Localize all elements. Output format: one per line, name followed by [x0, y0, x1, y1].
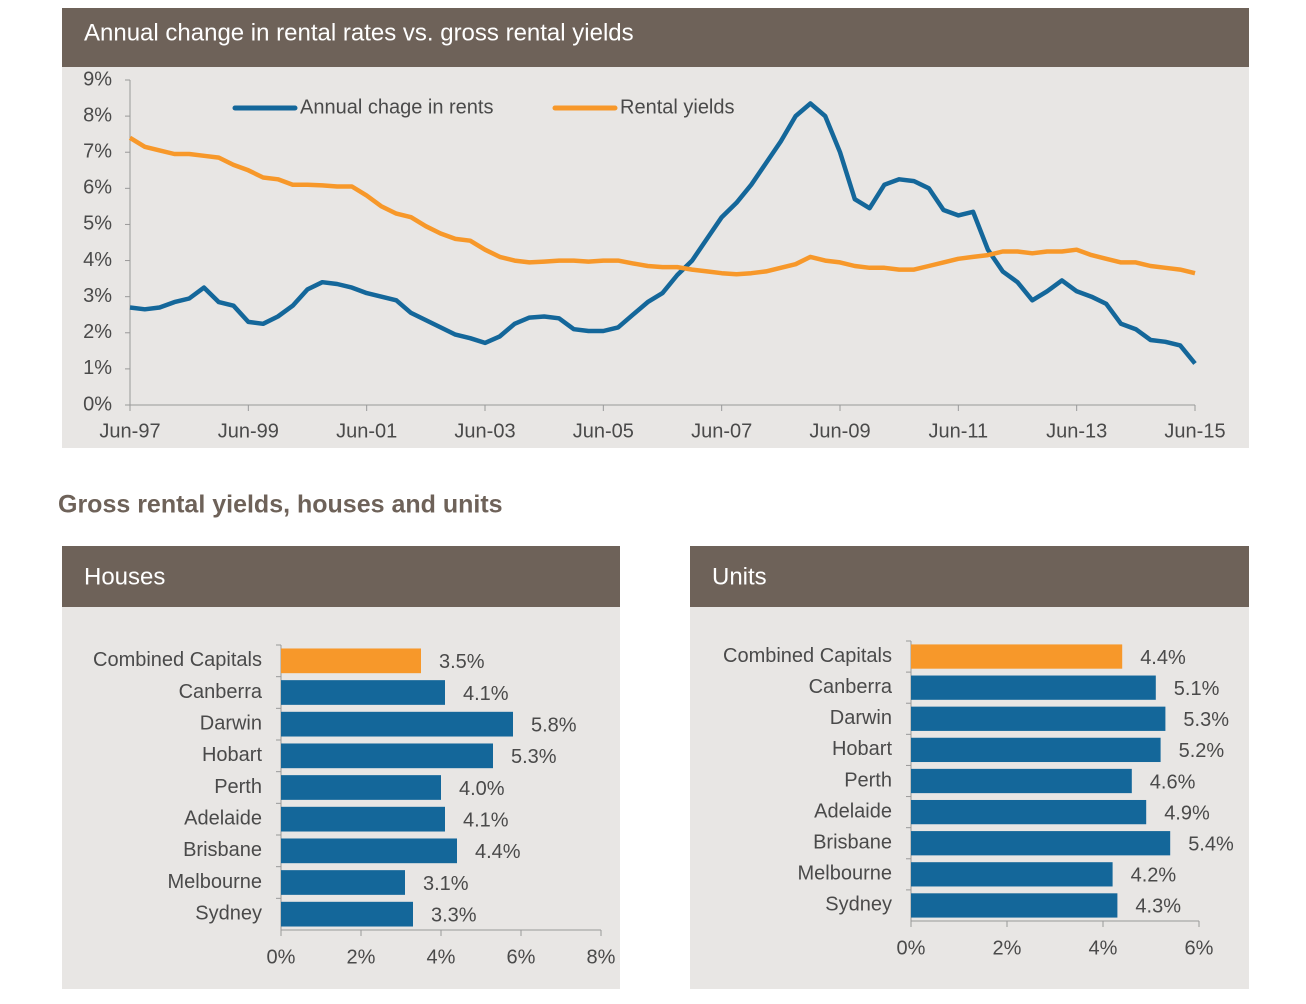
y-tick-label: Perth: [844, 769, 892, 791]
panel-header: [690, 546, 1249, 607]
x-tick-label: 4%: [427, 946, 456, 968]
bar: [911, 799, 1147, 825]
x-tick-label: 8%: [587, 946, 616, 968]
value-label: 5.1%: [1174, 678, 1220, 700]
bar: [911, 644, 1123, 669]
y-tick-label: Canberra: [809, 676, 893, 698]
value-label: 5.3%: [1183, 709, 1229, 731]
x-tick-label: 4%: [1089, 937, 1118, 959]
bar: [911, 737, 1161, 763]
line-series: [129, 101, 1197, 365]
bar: [911, 706, 1166, 731]
x-tick-label: Jun-01: [336, 420, 397, 442]
x-tick-label: 0%: [897, 937, 926, 959]
value-label: 4.2%: [1131, 865, 1177, 887]
legend-label: Rental yields: [620, 96, 735, 118]
y-tick-label: 7%: [83, 141, 112, 163]
bar: [911, 862, 1113, 887]
y-tick-label: 0%: [83, 393, 112, 415]
bar: [911, 893, 1118, 918]
y-tick-label: Adelaide: [184, 807, 262, 829]
y-tick-label: Brisbane: [183, 839, 262, 861]
bar: [281, 838, 457, 864]
x-tick-label: Jun-05: [573, 420, 634, 442]
value-label: 4.3%: [1135, 896, 1181, 918]
y-tick-label: Brisbane: [813, 832, 892, 854]
x-tick-label: 6%: [507, 946, 536, 968]
x-tick-label: Jun-99: [218, 420, 279, 442]
x-tick-label: Jun-15: [1164, 420, 1225, 442]
value-label: 3.3%: [431, 904, 477, 926]
value-label: 4.1%: [463, 809, 509, 831]
bar: [911, 675, 1156, 700]
x-tick-label: 2%: [993, 937, 1022, 959]
bar: [281, 806, 445, 832]
panel: [62, 8, 1249, 448]
y-tick-label: 2%: [83, 321, 112, 343]
chart-title: Annual change in rental rates vs. gross …: [84, 19, 634, 46]
bar: [281, 901, 413, 927]
value-label: 5.8%: [531, 714, 577, 736]
value-label: 4.6%: [1150, 771, 1196, 793]
value-label: 5.2%: [1179, 740, 1225, 762]
y-tick-label: Canberra: [179, 681, 263, 703]
y-tick-label: 4%: [83, 249, 112, 271]
panel-header: [62, 546, 620, 607]
y-tick-label: Darwin: [830, 707, 892, 729]
y-tick-label: Melbourne: [167, 871, 262, 893]
x-tick-label: Jun-09: [809, 420, 870, 442]
bar: [281, 711, 513, 737]
x-tick-label: 0%: [267, 946, 296, 968]
y-tick-label: 8%: [83, 104, 112, 126]
panel-header: [62, 8, 1249, 67]
y-tick-label: Sydney: [825, 894, 892, 916]
value-label: 4.4%: [475, 841, 521, 863]
y-tick-label: Sydney: [195, 902, 262, 924]
y-tick-label: 3%: [83, 285, 112, 307]
x-tick-label: Jun-97: [99, 420, 160, 442]
value-label: 4.4%: [1140, 647, 1186, 669]
y-tick-label: Darwin: [200, 712, 262, 734]
chart-title: Houses: [84, 563, 165, 590]
bar: [911, 831, 1171, 856]
x-tick-label: 2%: [347, 946, 376, 968]
y-tick-label: Melbourne: [797, 863, 892, 885]
bar: [281, 743, 493, 769]
y-tick-label: Combined Capitals: [723, 645, 892, 667]
bar: [281, 648, 421, 674]
x-tick-label: Jun-13: [1046, 420, 1107, 442]
y-tick-label: Hobart: [202, 744, 262, 766]
y-tick-label: Hobart: [832, 738, 892, 760]
y-tick-label: 5%: [83, 213, 112, 235]
value-label: 3.1%: [423, 873, 469, 895]
x-tick-label: 6%: [1185, 937, 1214, 959]
y-tick-label: 9%: [83, 68, 112, 90]
y-tick-label: 6%: [83, 177, 112, 199]
bar: [281, 870, 405, 895]
value-label: 5.3%: [511, 746, 557, 768]
line-series: [128, 135, 1196, 277]
value-label: 3.5%: [439, 651, 485, 673]
bar: [911, 768, 1132, 794]
y-tick-label: Perth: [214, 776, 262, 798]
bar: [281, 775, 441, 800]
x-tick-label: Jun-11: [928, 420, 988, 442]
value-label: 4.1%: [463, 683, 509, 705]
legend-label: Annual chage in rents: [300, 96, 493, 118]
panel: [690, 546, 1249, 989]
section-heading: Gross rental yields, houses and units: [58, 491, 503, 519]
y-tick-label: Adelaide: [814, 800, 892, 822]
y-tick-label: 1%: [83, 357, 112, 379]
value-label: 4.0%: [459, 778, 505, 800]
value-label: 4.9%: [1164, 802, 1210, 824]
value-label: 5.4%: [1188, 834, 1234, 856]
y-tick-label: Combined Capitals: [93, 649, 262, 671]
x-tick-label: Jun-07: [691, 420, 752, 442]
x-tick-label: Jun-03: [454, 420, 515, 442]
bar: [281, 680, 445, 705]
chart-title: Units: [712, 563, 767, 590]
